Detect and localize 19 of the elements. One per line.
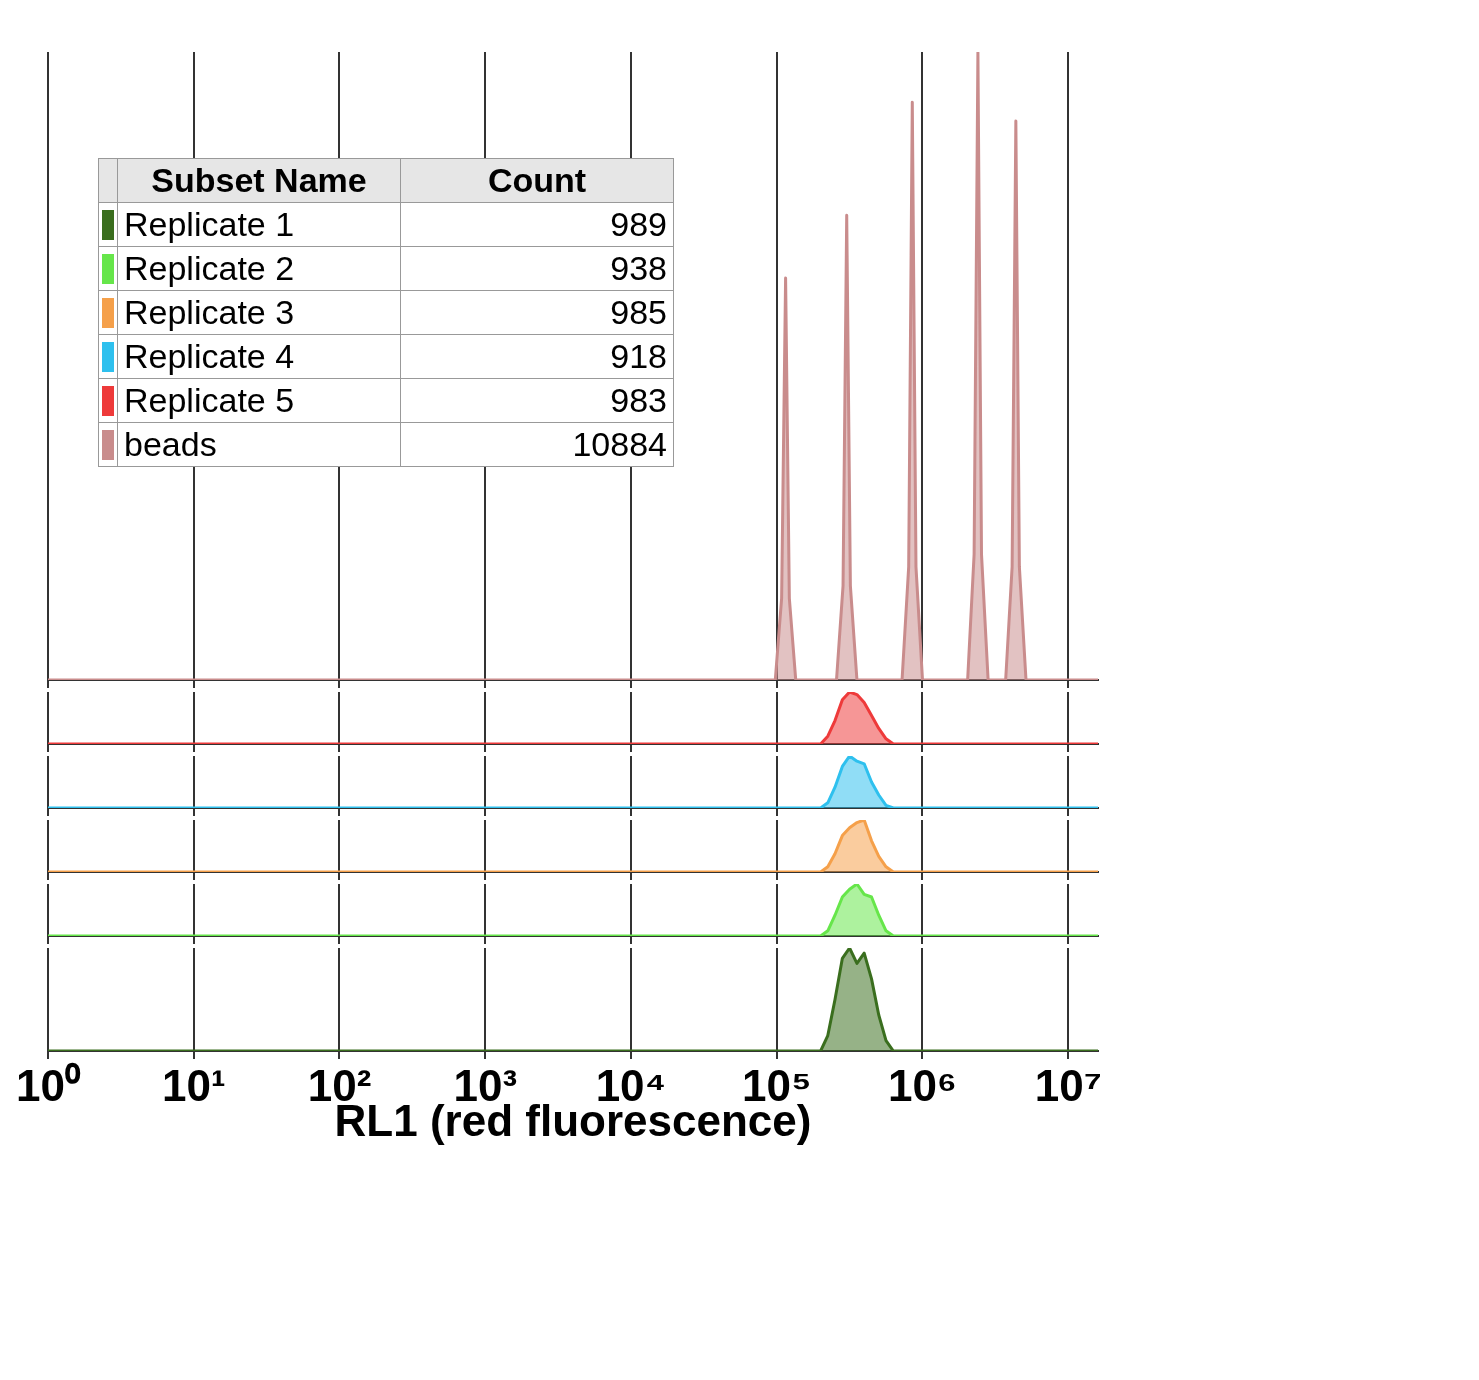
category-label: Replicate 5 bbox=[117, 378, 401, 423]
category-label: Replicate 1 bbox=[117, 202, 401, 247]
data-label: 989 bbox=[400, 202, 674, 247]
x-tick-label: 10⁴ bbox=[595, 1060, 667, 1110]
x-tick-label: 10⁷ bbox=[1034, 1060, 1102, 1110]
data-label: 983 bbox=[400, 378, 674, 423]
category-label: Replicate 2 bbox=[117, 246, 401, 291]
category-label: Replicate 3 bbox=[117, 290, 401, 335]
text: Subset Name bbox=[117, 158, 401, 203]
x-tick-label: 10¹ bbox=[161, 1060, 226, 1110]
category-label: beads bbox=[117, 422, 401, 467]
data-label: 10884 bbox=[400, 422, 674, 467]
data-label: 938 bbox=[400, 246, 674, 291]
x-tick-label: 10⁰ bbox=[16, 1060, 81, 1110]
category-label: Replicate 4 bbox=[117, 334, 401, 379]
text: Count bbox=[400, 158, 674, 203]
data-label: 985 bbox=[400, 290, 674, 335]
x-tick-label: 10⁶ bbox=[887, 1060, 958, 1110]
data-label: 918 bbox=[400, 334, 674, 379]
